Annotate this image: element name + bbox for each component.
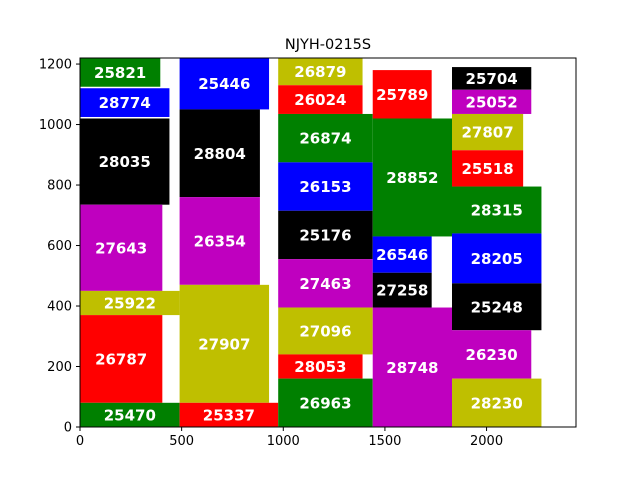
rect-label-26546: 26546 xyxy=(376,246,428,264)
rect-26879 xyxy=(278,58,363,86)
rect-label-25518: 25518 xyxy=(461,160,513,178)
rect-25704 xyxy=(452,67,532,90)
x-tick-label: 1000 xyxy=(267,434,300,449)
y-tick-label: 1000 xyxy=(39,118,72,133)
rect-label-26874: 26874 xyxy=(299,130,351,148)
rect-25176 xyxy=(278,210,373,260)
rect-25821 xyxy=(80,58,161,87)
rect-label-26354: 26354 xyxy=(194,232,246,250)
rect-25446 xyxy=(179,58,270,110)
rect-label-27096: 27096 xyxy=(299,322,351,340)
rect-25789 xyxy=(372,70,432,119)
rect-label-28230: 28230 xyxy=(471,394,523,412)
rect-label-28852: 28852 xyxy=(386,169,438,187)
rect-25248 xyxy=(452,283,542,331)
y-tick-label: 0 xyxy=(64,421,72,436)
rect-26354 xyxy=(179,197,260,285)
rect-label-27807: 27807 xyxy=(461,124,513,142)
rect-label-25704: 25704 xyxy=(466,70,518,88)
rect-label-27258: 27258 xyxy=(376,282,428,300)
rect-27258 xyxy=(372,272,432,308)
rect-label-28748: 28748 xyxy=(386,359,438,377)
rect-28053 xyxy=(278,354,363,379)
rect-27907 xyxy=(179,284,270,403)
rect-26874 xyxy=(278,113,373,163)
rect-label-25176: 25176 xyxy=(299,226,351,244)
rect-28748 xyxy=(372,307,452,427)
rect-label-26787: 26787 xyxy=(95,350,147,368)
rect-26963 xyxy=(278,378,373,427)
rect-label-26879: 26879 xyxy=(294,63,346,81)
rect-28230 xyxy=(452,378,542,427)
y-tick-label: 1200 xyxy=(39,58,72,73)
rect-label-25337: 25337 xyxy=(203,406,255,424)
rect-26787 xyxy=(80,315,163,403)
rect-label-26230: 26230 xyxy=(466,346,518,364)
rect-28205 xyxy=(452,233,542,284)
x-tick-label: 500 xyxy=(169,434,194,449)
x-tick-label: 2000 xyxy=(470,434,503,449)
x-tick-label: 0 xyxy=(76,434,84,449)
rect-28035 xyxy=(80,118,170,205)
rect-label-25821: 25821 xyxy=(94,64,146,82)
rect-label-25922: 25922 xyxy=(104,294,156,312)
rect-28315 xyxy=(452,186,542,234)
rect-28774 xyxy=(80,88,170,117)
rect-28804 xyxy=(179,109,260,198)
plot-area: 25821 28774 28035 27643 25922 26787 25470 25446… xyxy=(79,57,577,428)
rect-label-28804: 28804 xyxy=(194,145,246,163)
rect-label-28315: 28315 xyxy=(471,201,523,219)
rect-27463 xyxy=(278,259,373,308)
rect-label-28205: 28205 xyxy=(471,250,523,268)
rect-label-27463: 27463 xyxy=(299,275,351,293)
chart-title: NJYH-0215S xyxy=(285,37,371,53)
rect-label-25470: 25470 xyxy=(104,406,156,424)
rect-label-25052: 25052 xyxy=(466,93,518,111)
rect-label-26963: 26963 xyxy=(299,394,351,412)
rect-label-25446: 25446 xyxy=(198,75,250,93)
y-tick-label: 400 xyxy=(47,300,72,315)
rect-26153 xyxy=(278,162,373,211)
y-tick-label: 600 xyxy=(47,239,72,254)
x-axis: 0 500 1000 1500 2000 xyxy=(76,427,503,449)
rect-26230 xyxy=(452,330,532,379)
rect-label-26153: 26153 xyxy=(299,178,351,196)
rect-label-28035: 28035 xyxy=(99,153,151,171)
y-axis: 0 200 400 600 800 1000 1200 xyxy=(39,58,80,436)
x-tick-label: 1500 xyxy=(368,434,401,449)
rect-27643 xyxy=(80,204,163,291)
rect-25518 xyxy=(452,150,524,187)
rect-27807 xyxy=(452,113,524,151)
rect-28852 xyxy=(372,118,452,237)
rect-label-28053: 28053 xyxy=(294,358,346,376)
rect-label-28774: 28774 xyxy=(99,94,151,112)
rect-label-27643: 27643 xyxy=(95,239,147,257)
plot-frame xyxy=(79,57,577,428)
rect-25052 xyxy=(452,89,532,114)
rect-26024 xyxy=(278,85,363,114)
rect-25470 xyxy=(80,402,180,427)
rect-25922 xyxy=(80,290,180,316)
rect-label-27907: 27907 xyxy=(198,335,250,353)
rect-26546 xyxy=(372,236,432,273)
rect-label-26024: 26024 xyxy=(294,91,346,109)
y-tick-label: 800 xyxy=(47,179,72,194)
y-tick-label: 200 xyxy=(47,360,72,375)
rect-27096 xyxy=(278,307,373,355)
rect-label-25789: 25789 xyxy=(376,86,428,104)
rect-25337 xyxy=(179,402,279,427)
rect-label-25248: 25248 xyxy=(471,298,523,316)
